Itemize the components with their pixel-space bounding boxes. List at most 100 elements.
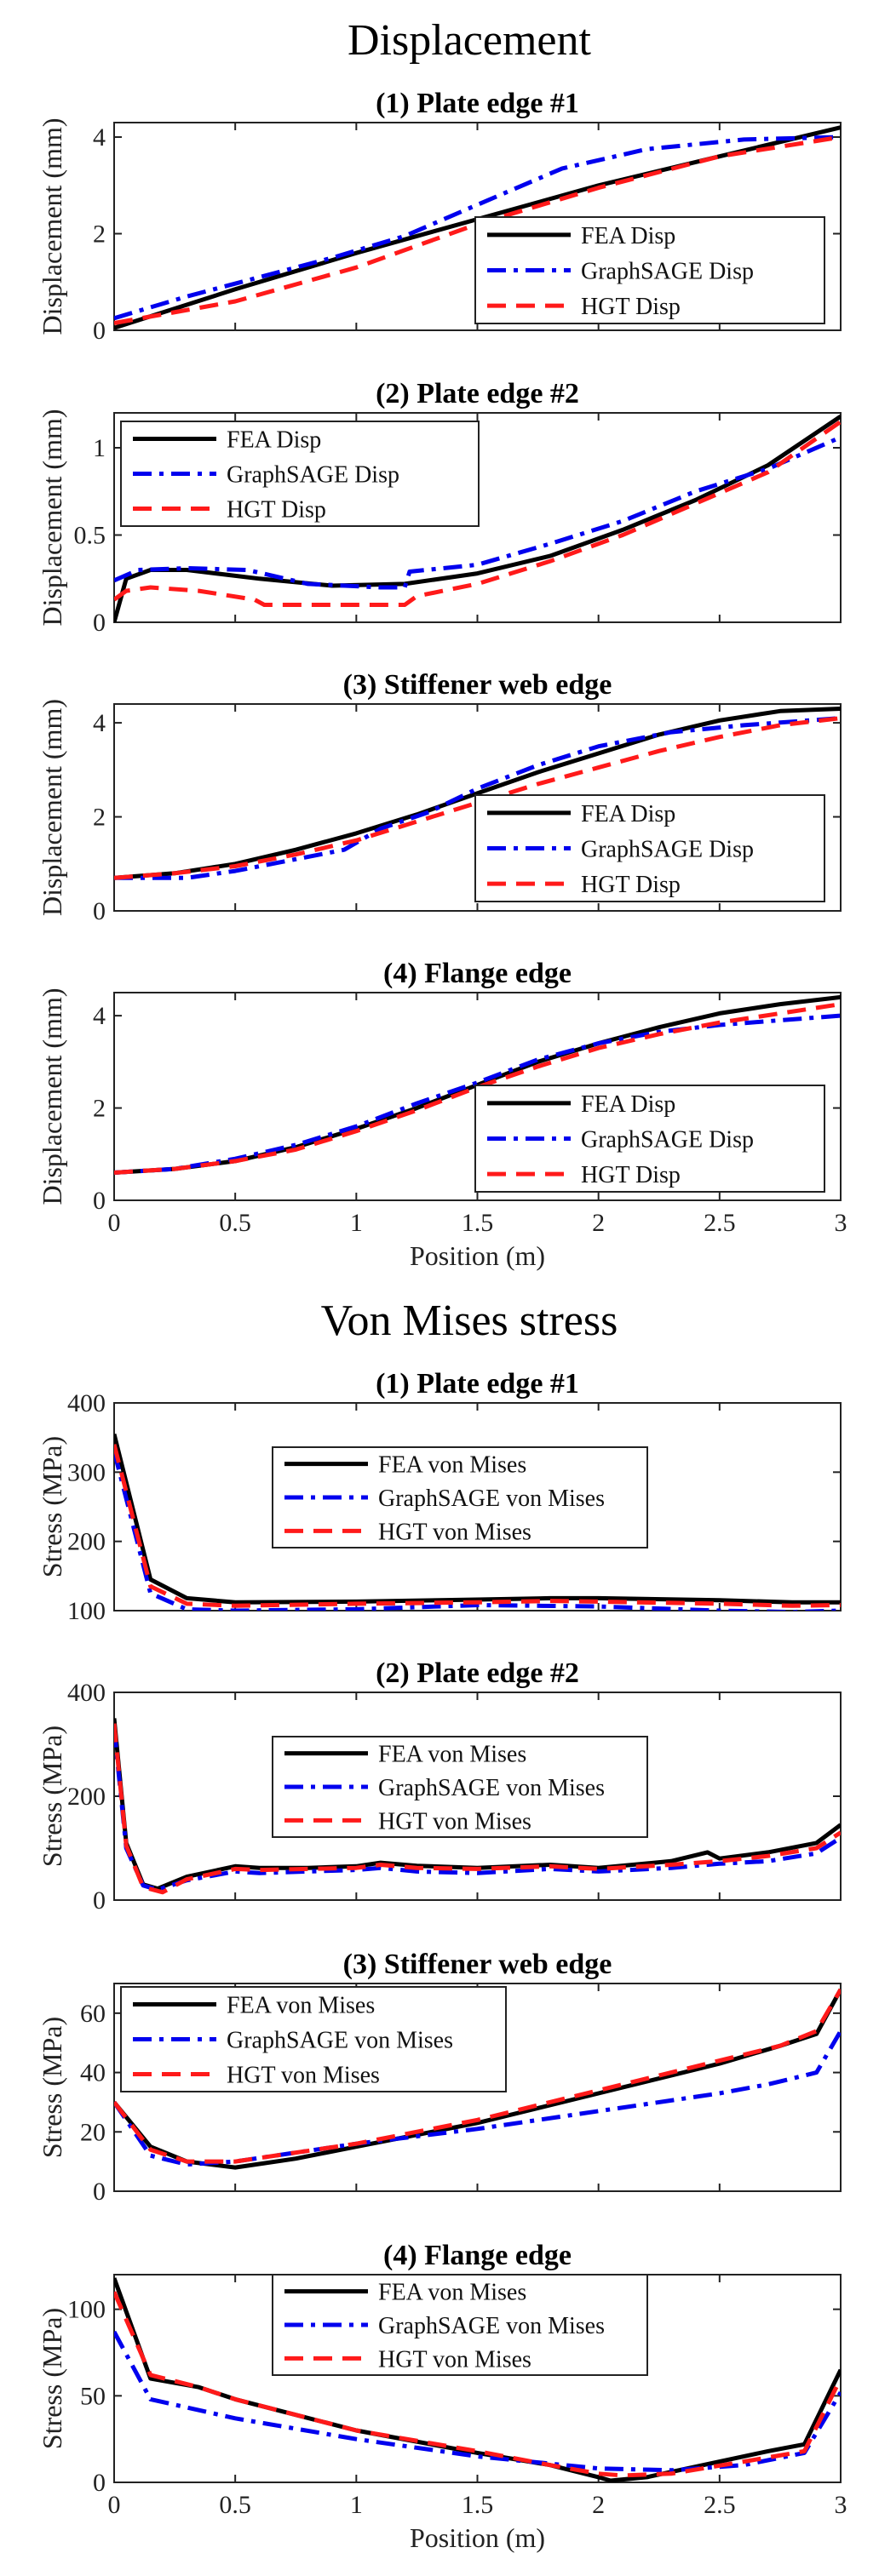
legend: FEA Disp GraphSAGE Disp HGT Disp — [474, 216, 825, 324]
legend-label-graphsage: GraphSAGE von Mises — [378, 1485, 605, 1512]
series-line-fea — [114, 1433, 841, 1605]
panel-title: (1) Plate edge #1 — [376, 1368, 579, 1400]
legend-label-graphsage: GraphSAGE von Mises — [378, 1775, 605, 1801]
y-tick-label: 50 — [80, 2382, 106, 2410]
legend-label-hgt: HGT von Mises — [378, 1808, 531, 1835]
legend-label-graphsage: GraphSAGE von Mises — [378, 2313, 605, 2339]
y-tick-label: 0.5 — [74, 522, 106, 550]
stress-section-title: Von Mises stress — [321, 1297, 618, 1345]
y-tick-label: 40 — [80, 2059, 106, 2087]
y-tick-label: 0 — [93, 897, 106, 925]
x-tick-label: 1 — [350, 1209, 363, 1237]
legend-label-hgt: HGT Disp — [581, 294, 681, 320]
y-axis-label: Displacement (mm) — [37, 117, 67, 335]
y-tick-label: 0 — [93, 609, 106, 637]
legend-label-fea: FEA von Mises — [378, 2280, 526, 2306]
y-tick-label: 200 — [67, 1528, 106, 1556]
y-tick-label: 100 — [67, 2296, 106, 2324]
panel-title: (4) Flange edge — [383, 2240, 572, 2271]
y-tick-label: 2 — [93, 1095, 106, 1123]
series-line-hgt — [114, 1988, 841, 2164]
y-axis-label: Displacement (mm) — [37, 987, 67, 1205]
series-line-graphsage — [114, 1013, 841, 1175]
legend-label-graphsage: GraphSAGE Disp — [227, 462, 399, 489]
y-axis-label: Stress (MPa) — [37, 1726, 67, 1867]
y-axis-label: Stress (MPa) — [37, 1436, 67, 1577]
series-line-hgt — [114, 1002, 841, 1175]
x-tick-label: 2 — [592, 2491, 605, 2519]
y-tick-label: 4 — [93, 123, 106, 152]
legend-label-fea: FEA von Mises — [378, 1452, 526, 1479]
y-tick-label: 100 — [67, 1597, 106, 1625]
chart-panel-8: (4) Flange edge 0 50 100 0 0.5 1 1.5 2 2.5 3 Stress… — [37, 2240, 847, 2553]
x-axis-label: Position (m) — [410, 1240, 545, 1271]
legend-label-fea: FEA Disp — [581, 801, 675, 827]
legend-label-hgt: HGT Disp — [227, 497, 326, 524]
legend-label-fea: FEA Disp — [227, 427, 321, 454]
y-tick-label: 200 — [67, 1783, 106, 1811]
legend-label-fea: FEA Disp — [581, 1091, 675, 1118]
y-tick-label: 0 — [93, 317, 106, 345]
legend-label-graphsage: GraphSAGE Disp — [581, 837, 754, 863]
legend: FEA von Mises GraphSAGE von Mises HGT von … — [272, 1446, 648, 1548]
y-tick-label: 4 — [93, 709, 106, 737]
legend-label-fea: FEA Disp — [581, 223, 675, 249]
y-tick-label: 2 — [93, 220, 106, 249]
y-tick-label: 2 — [93, 804, 106, 832]
legend: FEA Disp GraphSAGE Disp HGT Disp — [474, 794, 825, 902]
chart-panel-3: (3) Stiffener web edge 0 2 4 Displacement (m… — [37, 669, 842, 925]
x-tick-label: 3 — [835, 1209, 847, 1237]
series-line-graphsage — [114, 2330, 841, 2473]
x-tick-label: 1.5 — [462, 1209, 494, 1237]
series-line-graphsage — [114, 716, 841, 880]
y-axis-label: Displacement (mm) — [37, 699, 67, 916]
legend-label-hgt: HGT von Mises — [227, 2063, 380, 2089]
x-tick-label: 2.5 — [704, 1209, 736, 1237]
legend-label-hgt: HGT von Mises — [378, 1519, 531, 1545]
x-tick-label: 1.5 — [462, 2491, 494, 2519]
y-tick-label: 400 — [67, 1389, 106, 1417]
x-tick-label: 3 — [835, 2491, 847, 2519]
y-tick-label: 20 — [80, 2118, 106, 2146]
legend-label-hgt: HGT Disp — [581, 1162, 681, 1188]
series-line-hgt — [114, 2291, 841, 2478]
y-tick-label: 400 — [67, 1679, 106, 1707]
legend: FEA von Mises GraphSAGE von Mises HGT von … — [272, 2274, 648, 2376]
legend: FEA von Mises GraphSAGE von Mises HGT von … — [120, 1986, 507, 2092]
x-tick-label: 2 — [592, 1209, 605, 1237]
x-tick-label: 1 — [350, 2491, 363, 2519]
x-axis-label: Position (m) — [410, 2522, 545, 2553]
legend-label-fea: FEA von Mises — [378, 1742, 526, 1768]
legend-label-fea: FEA von Mises — [227, 1993, 375, 2019]
legend-label-hgt: HGT Disp — [581, 872, 681, 898]
series-line-graphsage — [114, 1451, 841, 1611]
panel-title: (2) Plate edge #2 — [376, 378, 579, 409]
series-line-fea — [114, 707, 841, 880]
series-line-graphsage — [114, 435, 841, 590]
panel-title: (1) Plate edge #1 — [376, 88, 579, 119]
x-tick-label: 2.5 — [704, 2491, 736, 2519]
series-line-hgt — [114, 1723, 841, 1895]
displacement-section-title: Displacement — [348, 16, 591, 65]
x-tick-label: 0.5 — [219, 1209, 251, 1237]
y-tick-label: 60 — [80, 2000, 106, 2028]
series-line-graphsage — [114, 1728, 841, 1892]
legend: FEA Disp GraphSAGE Disp HGT Disp — [474, 1085, 825, 1193]
series-line-hgt — [114, 420, 841, 607]
x-tick-label: 0 — [108, 1209, 121, 1237]
x-tick-label: 0 — [108, 2491, 121, 2519]
chart-panel-1: (1) Plate edge #1 0 2 4 Displacement (mm) FEA… — [37, 88, 842, 345]
panel-title: (4) Flange edge — [383, 958, 572, 989]
legend: FEA von Mises GraphSAGE von Mises HGT von … — [272, 1736, 648, 1838]
y-tick-label: 4 — [93, 1002, 106, 1030]
chart-panel-2: (2) Plate edge #2 0 0.5 1 Displacement (mm) F… — [37, 378, 842, 637]
panel-title: (3) Stiffener web edge — [343, 1949, 612, 1980]
legend: FEA Disp GraphSAGE Disp HGT Disp — [120, 421, 480, 527]
y-axis-label: Stress (MPa) — [37, 2017, 67, 2158]
y-axis-label: Stress (MPa) — [37, 2308, 67, 2449]
y-axis-label: Displacement (mm) — [37, 409, 67, 626]
chart-panel-7: (3) Stiffener web edge 0 20 40 60 Stress (MPa… — [37, 1949, 842, 2206]
